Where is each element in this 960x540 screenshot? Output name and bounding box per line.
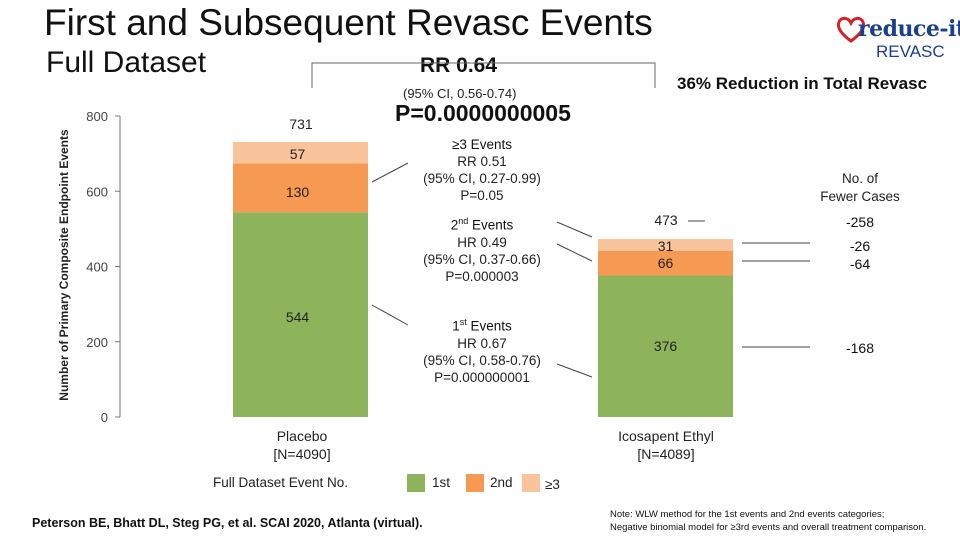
fewer-cases-total: -258 <box>845 214 875 230</box>
y-tick-label-0: 0 <box>101 410 108 425</box>
y-tick-label-800: 800 <box>86 109 108 124</box>
category-label-placebo-name: Placebo <box>276 428 328 444</box>
category-label-icosapent: Icosapent Ethyl [N=4089] <box>586 427 746 463</box>
p-value: P=0.0000000005 <box>395 100 571 126</box>
category-label-icosapent-name: Icosapent Ethyl <box>618 428 714 444</box>
footnote: Note: WLW method for the 1st events and … <box>610 508 926 534</box>
legend-label-second: 2nd <box>490 475 513 490</box>
stats-second-line1: HR 0.49 <box>457 234 507 250</box>
fewer-cases-header-line1: No. of <box>841 171 879 186</box>
legend-label-first: 1st <box>432 475 451 490</box>
stats-third-events: ≥3 Events RR 0.51 (95% CI, 0.27-0.99) P=… <box>402 136 562 204</box>
leader-second-left <box>371 304 409 326</box>
stats-first-events: 1st Events HR 0.67 (95% CI, 0.58-0.76) P… <box>402 314 562 386</box>
leader-third-left <box>371 162 409 183</box>
data-label-0-series-2: 57 <box>290 146 306 162</box>
stats-second-line3: P=0.000003 <box>445 268 519 284</box>
category-label-placebo-n: [N=4090] <box>273 446 331 462</box>
stats-second-events: 2nd Events HR 0.49 (95% CI, 0.37-0.66) P… <box>402 213 562 285</box>
stats-first-title-rest: Events <box>466 318 512 334</box>
citation: Peterson BE, Bhatt DL, Steg PG, et al. S… <box>32 516 423 530</box>
fewer-cases-second: -64 <box>849 256 871 272</box>
fewer-cases-header: No. of Fewer Cases <box>805 170 915 206</box>
stats-second-title-main: 2 <box>450 217 459 233</box>
page-title: First and Subsequent Revasc Events <box>44 2 653 43</box>
data-label-1-series-2: 31 <box>658 238 674 254</box>
data-label-0-series-1: 130 <box>286 184 310 200</box>
stats-first-title-sup: st <box>459 317 467 327</box>
total-label-1: 473 <box>654 212 678 228</box>
logo-main-text: reduce-it <box>858 16 960 42</box>
stats-third-title: ≥3 Events <box>452 137 512 152</box>
heart-icon <box>836 16 866 43</box>
data-label-1-series-0: 376 <box>654 338 678 354</box>
y-tick-label-200: 200 <box>86 335 108 350</box>
rr-bracket <box>311 62 656 88</box>
legend-swatch-first <box>407 474 425 492</box>
stats-second-title-sup: nd <box>458 216 469 226</box>
fewer-cases-third: -26 <box>849 238 871 254</box>
stats-first-line2: (95% CI, 0.58-0.76) <box>423 352 541 368</box>
leader-second-right-b <box>556 243 593 262</box>
reduction-label: 36% Reduction in Total Revasc <box>677 74 928 93</box>
stats-second-line2: (95% CI, 0.37-0.66) <box>423 251 541 267</box>
bar-0-series-1 <box>233 163 368 213</box>
page-subtitle: Full Dataset <box>46 46 207 79</box>
fewer-cases-first: -168 <box>845 340 875 356</box>
rr-ci: (95% CI, 0.56-0.74) <box>403 86 517 101</box>
leader-first-right <box>556 363 593 378</box>
total-label-0: 731 <box>289 116 313 132</box>
legend-label-third: ≥3 <box>545 477 560 492</box>
category-label-placebo: Placebo [N=4090] <box>222 427 382 463</box>
legend-swatch-second <box>466 474 484 492</box>
bar-0-series-0 <box>233 212 368 417</box>
leader-second-right <box>556 221 593 238</box>
y-tick-label-600: 600 <box>86 184 108 199</box>
data-label-0-series-0: 544 <box>286 309 310 325</box>
stats-first-title-main: 1 <box>452 318 460 334</box>
stats-first-line1: HR 0.67 <box>457 335 507 351</box>
y-tick-label-400: 400 <box>86 260 108 275</box>
reduce-it-logo: reduce-it REVASC <box>836 10 960 66</box>
stats-first-title: 1st Events <box>402 314 562 335</box>
bar-1-series-2 <box>598 239 733 251</box>
footnote-line1: Note: WLW method for the 1st events and … <box>610 509 885 520</box>
category-label-icosapent-n: [N=4089] <box>637 446 695 462</box>
data-label-1-series-1: 66 <box>658 255 674 271</box>
stats-third-line2: (95% CI, 0.27-0.99) <box>423 171 541 186</box>
bar-0-series-2 <box>233 141 368 164</box>
stats-second-title: 2nd Events <box>402 213 562 234</box>
stats-third-line3: P=0.05 <box>460 188 504 203</box>
bar-1-series-0 <box>598 275 733 417</box>
legend-title: Full Dataset Event No. <box>213 475 349 490</box>
stats-third-line1: RR 0.51 <box>457 154 507 169</box>
logo-sub-text: REVASC <box>876 42 945 61</box>
stats-first-line3: P=0.000000001 <box>434 369 530 385</box>
stats-second-title-rest: Events <box>468 217 514 233</box>
bar-1-series-1 <box>598 250 733 276</box>
fewer-cases-header-line2: Fewer Cases <box>820 189 900 204</box>
rr-label: RR 0.64 <box>420 54 498 77</box>
footnote-line2: Negative binomial model for ≥3rd events … <box>610 522 927 533</box>
legend-swatch-third <box>522 474 540 492</box>
